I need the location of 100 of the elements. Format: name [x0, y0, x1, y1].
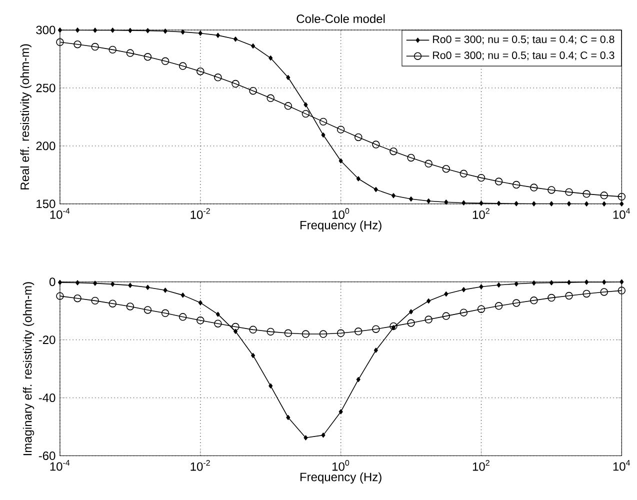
- point: [163, 288, 168, 293]
- point: [58, 28, 62, 33]
- point: [374, 348, 378, 353]
- x-tick-label: 10$^{2}$: [472, 208, 490, 220]
- point: [460, 170, 468, 178]
- point: [374, 187, 378, 192]
- point: [620, 279, 624, 285]
- y-tick-label: -20: [38, 336, 56, 344]
- point: [302, 330, 310, 338]
- point: [319, 118, 328, 126]
- point: [424, 316, 432, 324]
- point: [128, 28, 132, 34]
- point: [286, 75, 290, 80]
- point: [251, 44, 256, 49]
- point: [249, 87, 257, 95]
- point: [602, 201, 606, 207]
- x-tick-label: 10$^{-2}$: [190, 460, 210, 471]
- x-tick-label: 10$^{0}$: [332, 460, 350, 471]
- point: [372, 325, 380, 334]
- point: [286, 415, 290, 420]
- point: [618, 192, 626, 201]
- point: [126, 302, 134, 310]
- point: [584, 201, 589, 207]
- point: [321, 432, 326, 438]
- point: [319, 330, 328, 338]
- point: [266, 94, 274, 102]
- point: [582, 190, 590, 198]
- point: [530, 296, 538, 304]
- point: [409, 309, 414, 314]
- point: [56, 38, 64, 46]
- point: [442, 312, 450, 320]
- point: [74, 294, 82, 302]
- point: [268, 56, 273, 61]
- point: [196, 316, 204, 324]
- point: [336, 126, 345, 134]
- point: [567, 201, 572, 206]
- point: [161, 57, 170, 66]
- point: [477, 305, 486, 314]
- point: [532, 201, 536, 206]
- point: [512, 181, 520, 189]
- point: [266, 328, 274, 336]
- point: [321, 132, 326, 138]
- point: [391, 193, 396, 198]
- point: [232, 323, 240, 331]
- point: [584, 280, 589, 285]
- y-tick-label: -40: [38, 394, 56, 402]
- point: [180, 30, 185, 35]
- x-axis-title: Frequency (Hz): [300, 472, 382, 484]
- point: [512, 299, 520, 307]
- y-tick-label: 0: [49, 278, 56, 286]
- point: [530, 184, 538, 192]
- point: [356, 377, 360, 382]
- point: [144, 306, 152, 314]
- point: [372, 140, 380, 149]
- y-tick-label: 250: [36, 84, 56, 92]
- point: [567, 280, 572, 286]
- x-tick-label: 10$^{2}$: [472, 460, 490, 471]
- chart-title: Cole-Cole model: [296, 14, 385, 24]
- point: [407, 154, 415, 162]
- point: [336, 329, 345, 338]
- point: [548, 294, 556, 302]
- point: [409, 196, 414, 202]
- point: [146, 28, 150, 34]
- point: [76, 28, 80, 33]
- point: [582, 290, 590, 298]
- point: [354, 133, 362, 142]
- point: [390, 148, 398, 156]
- point: [462, 287, 466, 292]
- point: [338, 409, 343, 414]
- point: [214, 74, 222, 82]
- point: [284, 329, 292, 338]
- point: [618, 286, 626, 295]
- point: [249, 326, 257, 334]
- x-tick-label: 10$^{4}$: [613, 460, 630, 471]
- point: [460, 308, 468, 317]
- point: [251, 353, 256, 358]
- point: [390, 322, 398, 330]
- point: [108, 300, 116, 308]
- point: [234, 36, 238, 42]
- point: [600, 192, 608, 200]
- point: [356, 176, 360, 182]
- x-tick-label: 10$^{0}$: [332, 208, 350, 220]
- point: [232, 80, 240, 88]
- point: [565, 188, 573, 196]
- point: [178, 313, 187, 321]
- legend-label: Ro0 = 300; nu = 0.5; tau = 0.4; C = 0.3: [433, 52, 614, 60]
- point: [407, 319, 415, 327]
- point: [444, 292, 448, 297]
- point: [338, 158, 343, 164]
- y-tick-label: -60: [38, 452, 56, 460]
- y-tick-label: 200: [36, 142, 56, 150]
- x-axis-title: Frequency (Hz): [300, 220, 382, 232]
- point: [76, 280, 80, 286]
- point: [214, 320, 222, 328]
- point: [91, 43, 99, 51]
- point: [284, 102, 292, 110]
- point: [163, 28, 168, 34]
- point: [128, 282, 132, 288]
- y-tick-label: 150: [36, 200, 56, 208]
- point: [144, 53, 152, 61]
